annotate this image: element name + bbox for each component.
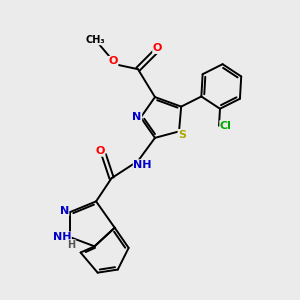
Text: N: N <box>132 112 142 122</box>
Text: N: N <box>59 206 69 216</box>
Text: H: H <box>67 240 75 250</box>
Text: O: O <box>95 146 105 156</box>
Text: O: O <box>153 44 162 53</box>
Text: NH: NH <box>53 232 71 242</box>
Text: S: S <box>178 130 186 140</box>
Text: O: O <box>108 56 118 66</box>
Text: CH₃: CH₃ <box>86 35 105 45</box>
Text: Cl: Cl <box>220 121 232 131</box>
Text: NH: NH <box>133 160 152 170</box>
